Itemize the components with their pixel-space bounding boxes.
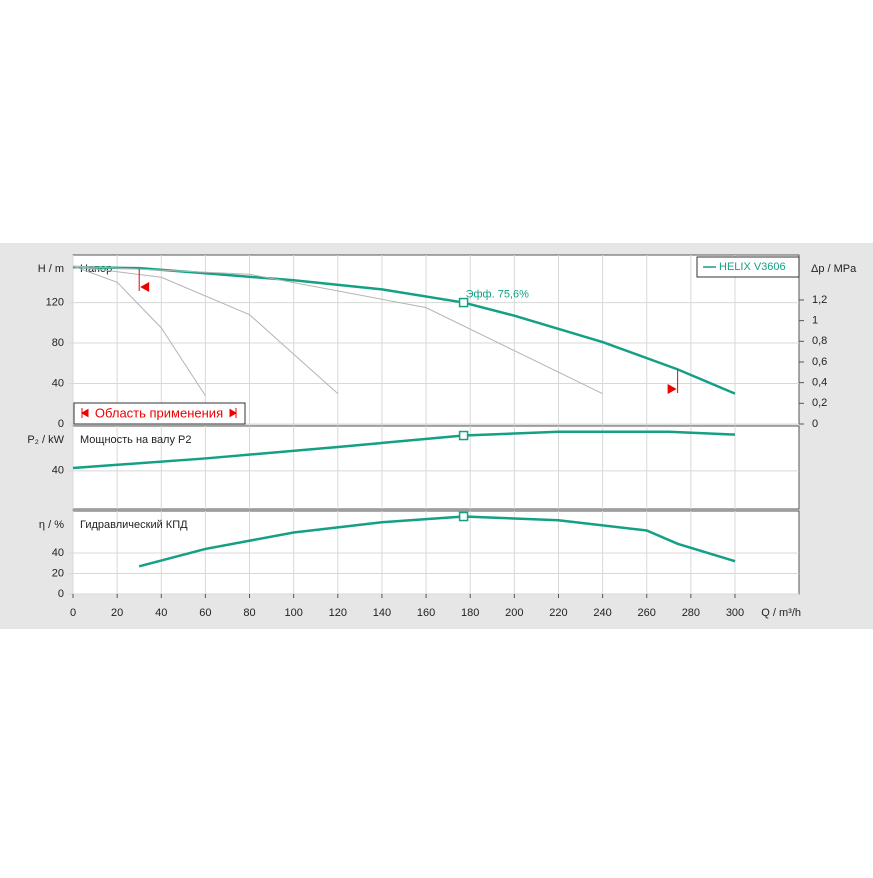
- series-line: [72, 265, 206, 396]
- plot-area: [72, 254, 800, 425]
- x-tick-label: 300: [726, 607, 744, 619]
- y-tick-label: 40: [52, 465, 64, 477]
- x-tick-label: 220: [549, 607, 567, 619]
- x-tick-label: 20: [111, 607, 123, 619]
- range-box-arrows: [81, 408, 237, 418]
- panel-title: Мощность на валу P2: [80, 434, 192, 446]
- range-end-arrow: [667, 384, 677, 394]
- x-axis-label: Q / m³/h: [761, 607, 801, 619]
- x-tick-label: 140: [373, 607, 391, 619]
- x-tick-label: 200: [505, 607, 523, 619]
- plot-area: [72, 425, 800, 510]
- x-tick-label: 80: [243, 607, 255, 619]
- y-axis-label: η / %: [39, 519, 64, 531]
- x-tick-label: 40: [155, 607, 167, 619]
- y2-tick-label: 0,2: [812, 397, 827, 409]
- x-tick-label: 120: [329, 607, 347, 619]
- x-tick-label: 100: [284, 607, 302, 619]
- y2-tick-label: 0: [812, 418, 818, 430]
- legend-label: HELIX V3606: [719, 261, 786, 273]
- x-tick-label: 180: [461, 607, 479, 619]
- annotation: Эфф. 75,6%: [466, 288, 530, 300]
- series-line: [72, 265, 603, 395]
- y-axis-label: P₂ / kW: [27, 434, 64, 446]
- range-label: Область применения: [95, 405, 223, 420]
- y-tick-label: 20: [52, 567, 64, 579]
- duty-point: [458, 297, 469, 308]
- panel-title: Гидравлический КПД: [80, 519, 188, 531]
- x-tick-label: 160: [417, 607, 435, 619]
- x-tick-label: 280: [682, 607, 700, 619]
- y-tick-label: 120: [46, 296, 64, 308]
- y2-tick-label: 1,2: [812, 294, 827, 306]
- range-box: [73, 402, 246, 425]
- y2-axis-label: Δp / MPa: [811, 263, 857, 275]
- y-axis-label: H / m: [38, 263, 64, 275]
- series-line: [72, 265, 339, 395]
- x-tick-label: 0: [70, 607, 76, 619]
- y-tick-label: 40: [52, 547, 64, 559]
- legend-box: [696, 256, 800, 278]
- duty-point: [458, 511, 469, 522]
- y-tick-label: 0: [58, 418, 64, 430]
- range-start-arrow: [140, 282, 150, 292]
- y-tick-label: 80: [52, 337, 64, 349]
- y-tick-label: 40: [52, 377, 64, 389]
- x-tick-label: 240: [593, 607, 611, 619]
- y2-tick-label: 0,4: [812, 377, 827, 389]
- x-tick-label: 60: [199, 607, 211, 619]
- y2-tick-label: 1: [812, 315, 818, 327]
- duty-point: [458, 430, 469, 441]
- y-tick-label: 0: [58, 588, 64, 600]
- x-tick-label: 260: [638, 607, 656, 619]
- y2-tick-label: 0,6: [812, 356, 827, 368]
- y2-tick-label: 0,8: [812, 335, 827, 347]
